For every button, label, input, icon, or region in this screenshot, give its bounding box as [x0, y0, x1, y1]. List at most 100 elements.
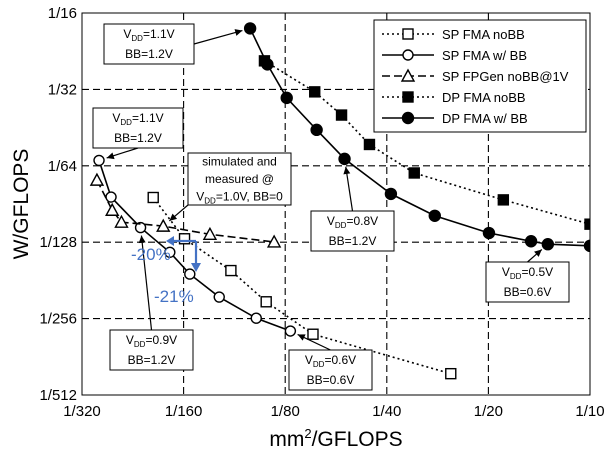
data-point	[384, 187, 398, 201]
plot-frame	[81, 12, 591, 396]
annotation-arrowhead	[534, 249, 542, 257]
annotation-text: BB=1.2V	[114, 131, 162, 145]
legend-marker	[402, 49, 414, 61]
series-dp-fma-w-bb	[243, 22, 590, 253]
annotation-box	[310, 210, 395, 252]
data-point	[482, 226, 496, 240]
data-point	[280, 91, 293, 105]
annotation-text: BB=1.2V	[329, 234, 377, 248]
y-tick-label: 1/128	[39, 234, 77, 251]
data-point	[261, 58, 274, 71]
y-improvement-arrowhead	[191, 263, 201, 272]
annotation-box	[103, 23, 195, 65]
data-point	[250, 312, 262, 324]
data-point	[147, 191, 159, 204]
data-point	[93, 154, 105, 167]
x-axis-title: mm2/GFLOPS	[269, 426, 402, 451]
legend-marker	[400, 68, 416, 82]
legend: SP FMA noBB SP FMA w/ BB SP FPGen noBB@1V D…	[373, 19, 587, 133]
data-point	[338, 152, 351, 166]
legend-label: DP FMA noBB	[442, 90, 526, 105]
data-point	[213, 291, 225, 303]
data-point	[89, 172, 105, 186]
data-point	[105, 202, 120, 216]
y-axis-title: W/GFLOPS	[10, 149, 33, 260]
data-point	[243, 22, 257, 35]
annotation-arrowhead	[343, 166, 351, 175]
annotation-callout: VDD=1.1V BB=1.2V	[103, 23, 243, 65]
x-improvement-arrowhead	[166, 236, 174, 246]
legend-marker	[401, 111, 415, 125]
x-tick-label: 1/20	[474, 403, 503, 420]
annotation-text: VDD=0.9V	[126, 333, 177, 349]
annotation-box	[485, 261, 570, 303]
data-point	[260, 296, 272, 308]
data-point	[408, 167, 420, 179]
improvement-arrows: -20% -21%	[131, 236, 201, 306]
data-point	[335, 109, 348, 121]
annotation-box	[288, 349, 373, 391]
data-point	[428, 209, 441, 222]
annotation-text: simulated and	[202, 155, 277, 169]
legend-label: SP FMA w/ BB	[442, 48, 527, 63]
annotation-arrow	[345, 166, 354, 212]
annotation-text: VDD=1.0V, BB=0	[196, 189, 283, 205]
annotation-text: VDD=1.1V	[123, 27, 174, 43]
data-point	[225, 264, 237, 277]
annotation-arrowhead	[234, 29, 243, 36]
annotation-text: BB=1.2V	[128, 353, 176, 367]
annotation-arrowhead	[169, 213, 178, 221]
data-point	[541, 238, 555, 251]
x-tick-label: 1/40	[372, 403, 401, 420]
legend-marker	[402, 91, 414, 103]
annotation-callout: VDD=0.8V BB=1.2V	[310, 166, 395, 252]
data-point	[445, 367, 457, 380]
annotation-arrow	[193, 29, 243, 45]
y-improvement-label: -21%	[154, 287, 194, 306]
annotation-text: VDD=0.6V	[305, 353, 356, 369]
tick-labels: 1/320 1/160 1/80 1/40 1/20 1/10 1/16 1/32 1/64 1/…	[39, 5, 604, 420]
series-sp-fma-nobb	[147, 191, 457, 380]
x-improvement-label: -20%	[131, 245, 171, 264]
annotation-callout: simulated and measured @ VDD=1.0V, BB=0	[168, 152, 292, 222]
annotations: VDD=1.1V BB=1.2V VDD=1.1V BB=1.2V simulated …	[92, 23, 570, 391]
data-point	[184, 268, 196, 280]
data-point	[156, 218, 171, 232]
y-tick-label: 1/512	[39, 387, 77, 404]
annotation-callout: VDD=0.9V BB=1.2V	[109, 235, 194, 371]
legend-label: SP FMA noBB	[442, 27, 525, 42]
data-point	[105, 191, 117, 203]
annotation-text: BB=0.6V	[307, 373, 355, 387]
annotation-box	[109, 329, 194, 371]
x-tick-label: 1/160	[165, 403, 203, 420]
data-point	[583, 239, 590, 253]
x-tick-label: 1/320	[63, 403, 101, 420]
annotation-arrowhead	[106, 152, 115, 160]
y-tick-label: 1/32	[48, 81, 77, 98]
data-point	[164, 246, 176, 258]
annotation-box	[92, 107, 184, 149]
series-line	[98, 160, 291, 332]
data-point	[266, 234, 282, 248]
legend-label: SP FPGen noBB@1V	[442, 69, 569, 84]
annotation-text: VDD=0.8V	[327, 214, 378, 230]
x-tick-label: 1/10	[575, 403, 604, 420]
annotation-arrowhead	[138, 235, 146, 244]
annotation-callout: VDD=0.6V BB=0.6V	[288, 333, 373, 391]
data-point	[363, 138, 376, 151]
y-tick-label: 1/16	[48, 5, 77, 22]
annotation-text: VDD=0.5V	[502, 265, 553, 281]
annotation-text: measured @	[205, 172, 274, 186]
series-sp-fpgen-nobb-1v	[89, 172, 282, 248]
data-point	[310, 123, 323, 137]
data-point	[307, 328, 319, 340]
annotation-box	[187, 152, 292, 206]
x-tick-label: 1/80	[271, 403, 300, 420]
data-point	[178, 233, 191, 245]
data-point	[134, 221, 147, 234]
annotation-text: VDD=1.1V	[112, 111, 163, 127]
data-point	[309, 86, 321, 98]
annotation-callout: VDD=0.5V BB=0.6V	[485, 249, 570, 303]
legend-label: DP FMA w/ BB	[442, 111, 528, 126]
